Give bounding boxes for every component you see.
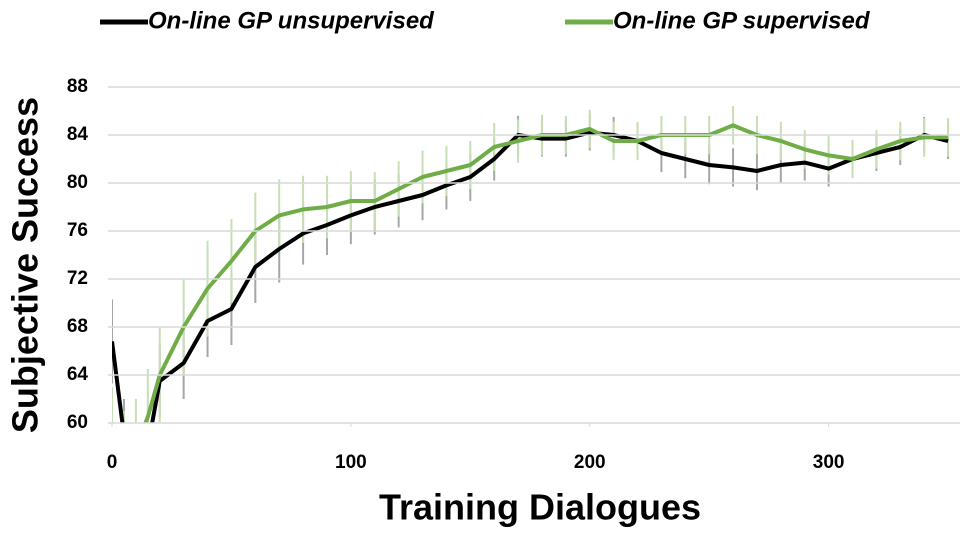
- y-axis-label: Subjective Success: [5, 97, 46, 433]
- y-tick-label: 88: [67, 76, 88, 97]
- y-tick-label: 60: [67, 412, 88, 433]
- legend-label: On-line GP supervised: [613, 7, 871, 34]
- x-axis-label: Training Dialogues: [379, 487, 701, 528]
- x-tick-label: 200: [574, 452, 606, 473]
- plot-area: [112, 106, 950, 423]
- y-tick-label: 68: [67, 316, 88, 337]
- x-tick-label: 100: [335, 452, 367, 473]
- y-tick-label: 80: [67, 172, 88, 193]
- x-tick-label: 0: [107, 452, 118, 473]
- y-tick-label: 84: [67, 124, 89, 145]
- legend-label: On-line GP unsupervised: [148, 7, 435, 34]
- data-line: [112, 130, 949, 423]
- y-tick-label: 72: [67, 268, 88, 289]
- y-tick-label: 76: [67, 220, 88, 241]
- x-tick-label: 300: [813, 452, 845, 473]
- data-line: [143, 123, 949, 423]
- y-tick-label: 64: [67, 364, 89, 385]
